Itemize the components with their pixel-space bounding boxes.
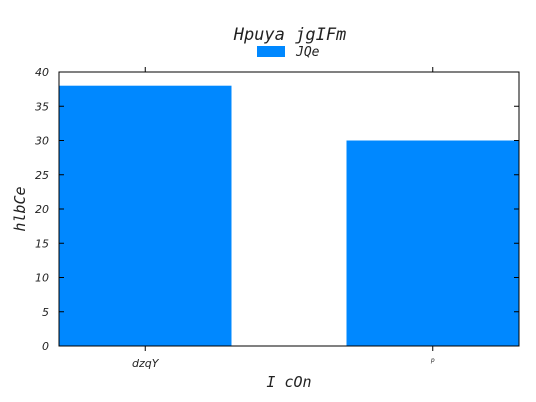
plot-frame	[58, 71, 520, 347]
y-tick-label: 40	[35, 66, 49, 79]
bars-group	[59, 85, 519, 346]
chart-title: Hpuya jgIFm	[233, 25, 347, 45]
legend: JQe	[257, 45, 320, 60]
legend-label: JQe	[295, 45, 320, 60]
y-tick-label: 30	[35, 135, 49, 148]
bar-dzqY	[59, 85, 232, 346]
y-tick-label: 35	[35, 100, 49, 113]
x-tick-label: p	[430, 357, 435, 364]
y-tick-label: 10	[35, 272, 49, 285]
y-tick-label: 0	[42, 340, 49, 353]
y-tick-label: 20	[35, 203, 49, 216]
y-tick-label: 5	[42, 306, 49, 319]
ticks-group: dzqY p 0 5 10 15 20 25 30 35 40	[35, 66, 519, 370]
bar-p	[346, 140, 519, 346]
y-tick-label: 25	[35, 169, 49, 182]
y-tick-label: 15	[35, 237, 49, 250]
y-axis-label: hlbCe	[11, 186, 29, 231]
x-tick-label: dzqY	[132, 357, 160, 370]
legend-swatch	[257, 46, 285, 57]
x-axis-label: I cOn	[266, 373, 311, 391]
